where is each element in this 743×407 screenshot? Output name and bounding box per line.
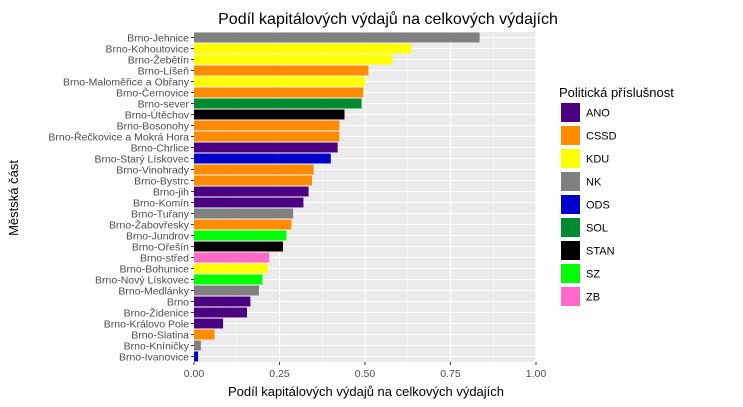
legend-key	[561, 218, 580, 237]
legend-key	[561, 287, 580, 306]
y-tick-label: Brno-Líšeň	[138, 65, 190, 77]
y-tick-label: Brno-Útěchov	[125, 108, 190, 121]
legend-key	[561, 149, 580, 168]
x-tick-labels: 0.00 0.25 0.50 0.75 1.00	[184, 362, 547, 380]
legend-label: STAN	[586, 246, 615, 258]
legend-label: NK	[586, 177, 602, 189]
y-tick-label: Brno-Tuřany	[131, 208, 190, 220]
bar	[194, 54, 393, 65]
x-tick-label: 0.50	[355, 368, 376, 380]
legend-key	[561, 195, 580, 214]
bar	[194, 120, 340, 131]
legend-title: Politická příslušnost	[559, 85, 674, 100]
y-tick-label: Brno-Černovice	[116, 86, 189, 99]
y-tick-label: Brno-Bohunice	[120, 263, 190, 275]
bar	[194, 340, 201, 351]
y-tick-label: Brno-Královo Pole	[104, 318, 189, 330]
y-axis-title: Městská část	[6, 160, 21, 236]
legend-key	[561, 126, 580, 145]
bar	[194, 109, 345, 120]
legend-key	[561, 241, 580, 260]
legend-key	[561, 264, 580, 283]
bar	[194, 32, 480, 43]
y-tick-label: Brno-sever	[138, 98, 190, 110]
legend-label: ANO	[586, 108, 610, 120]
legend: Politická příslušnost ANO CSSD KDU NK ODS SOL…	[559, 85, 674, 306]
y-tick-label: Brno-Maloměřice a Obřany	[63, 76, 190, 88]
y-tick-label: Brno-jih	[153, 186, 189, 198]
legend-label: SZ	[586, 269, 600, 281]
y-tick-label: Brno	[167, 296, 189, 308]
y-tick-label: Brno-Slatina	[131, 329, 189, 341]
bar	[194, 98, 362, 109]
legend-key	[561, 103, 580, 122]
bar	[194, 131, 340, 142]
legend-key	[561, 172, 580, 191]
y-tick-label: Brno-Bystrc	[134, 175, 189, 187]
x-tick-label: 1.00	[526, 368, 547, 380]
y-tick-labels: Brno-JehniceBrno-KohoutoviceBrno-Žebětín…	[48, 32, 194, 363]
y-tick-label: Brno-Ořešín	[132, 241, 189, 253]
bar	[194, 197, 304, 208]
legend-label: SOL	[586, 223, 608, 235]
chart-title: Podíl kapitálových výdajů na celkových v…	[218, 10, 558, 28]
bar	[194, 285, 259, 296]
bars	[194, 32, 480, 362]
bar	[194, 263, 268, 274]
legend-label: ZB	[586, 292, 600, 304]
x-tick-label: 0.25	[269, 368, 290, 380]
legend-label: CSSD	[586, 131, 617, 143]
y-tick-label: Brno-Jehnice	[127, 32, 189, 44]
bar	[194, 219, 292, 230]
y-tick-label: Brno-Židenice	[124, 306, 190, 319]
y-tick-label: Brno-Medlánky	[118, 285, 189, 297]
bar	[194, 296, 251, 307]
bar	[194, 318, 224, 329]
bar	[194, 230, 287, 241]
y-tick-label: Brno-Žebětín	[128, 53, 189, 66]
bar	[194, 43, 412, 54]
bar	[194, 241, 283, 252]
bar	[194, 307, 248, 318]
bar	[194, 274, 263, 285]
y-tick-label: Brno-Nový Lískovec	[95, 274, 189, 286]
bar	[194, 175, 312, 186]
y-tick-label: Brno-Komín	[133, 197, 189, 209]
legend-label: KDU	[586, 154, 609, 166]
x-tick-label: 0.00	[184, 368, 205, 380]
bar	[194, 252, 270, 263]
bar	[194, 87, 364, 98]
y-tick-label: Brno-Chrlice	[131, 142, 190, 154]
y-tick-label: Brno-Vinohrady	[116, 164, 190, 176]
y-tick-label: Brno-Jundrov	[126, 230, 190, 242]
y-tick-label: Brno-střed	[140, 252, 189, 264]
y-tick-label: Brno-Kohoutovice	[106, 43, 190, 55]
y-tick-label: Brno-Starý Lískovec	[94, 153, 189, 165]
bar	[194, 76, 365, 87]
y-tick-label: Brno-Bosonohy	[117, 120, 190, 132]
bar	[194, 351, 199, 362]
bar	[194, 65, 369, 76]
x-axis-title: Podíl kapitálových výdajů na celkových v…	[228, 384, 504, 399]
bar	[194, 186, 309, 197]
legend-label: ODS	[586, 200, 610, 212]
y-tick-label: Brno-Žabovřesky	[109, 218, 190, 231]
x-tick-label: 0.75	[440, 368, 461, 380]
y-tick-label: Brno-Řečkovice a Mokrá Hora	[48, 130, 189, 143]
bar	[194, 164, 314, 175]
y-tick-label: Brno-Ivanovice	[119, 351, 189, 363]
bar	[194, 208, 294, 219]
bar	[194, 329, 215, 340]
y-tick-label: Brno-Kníničky	[124, 340, 190, 352]
bar	[194, 153, 331, 164]
bar	[194, 142, 338, 153]
